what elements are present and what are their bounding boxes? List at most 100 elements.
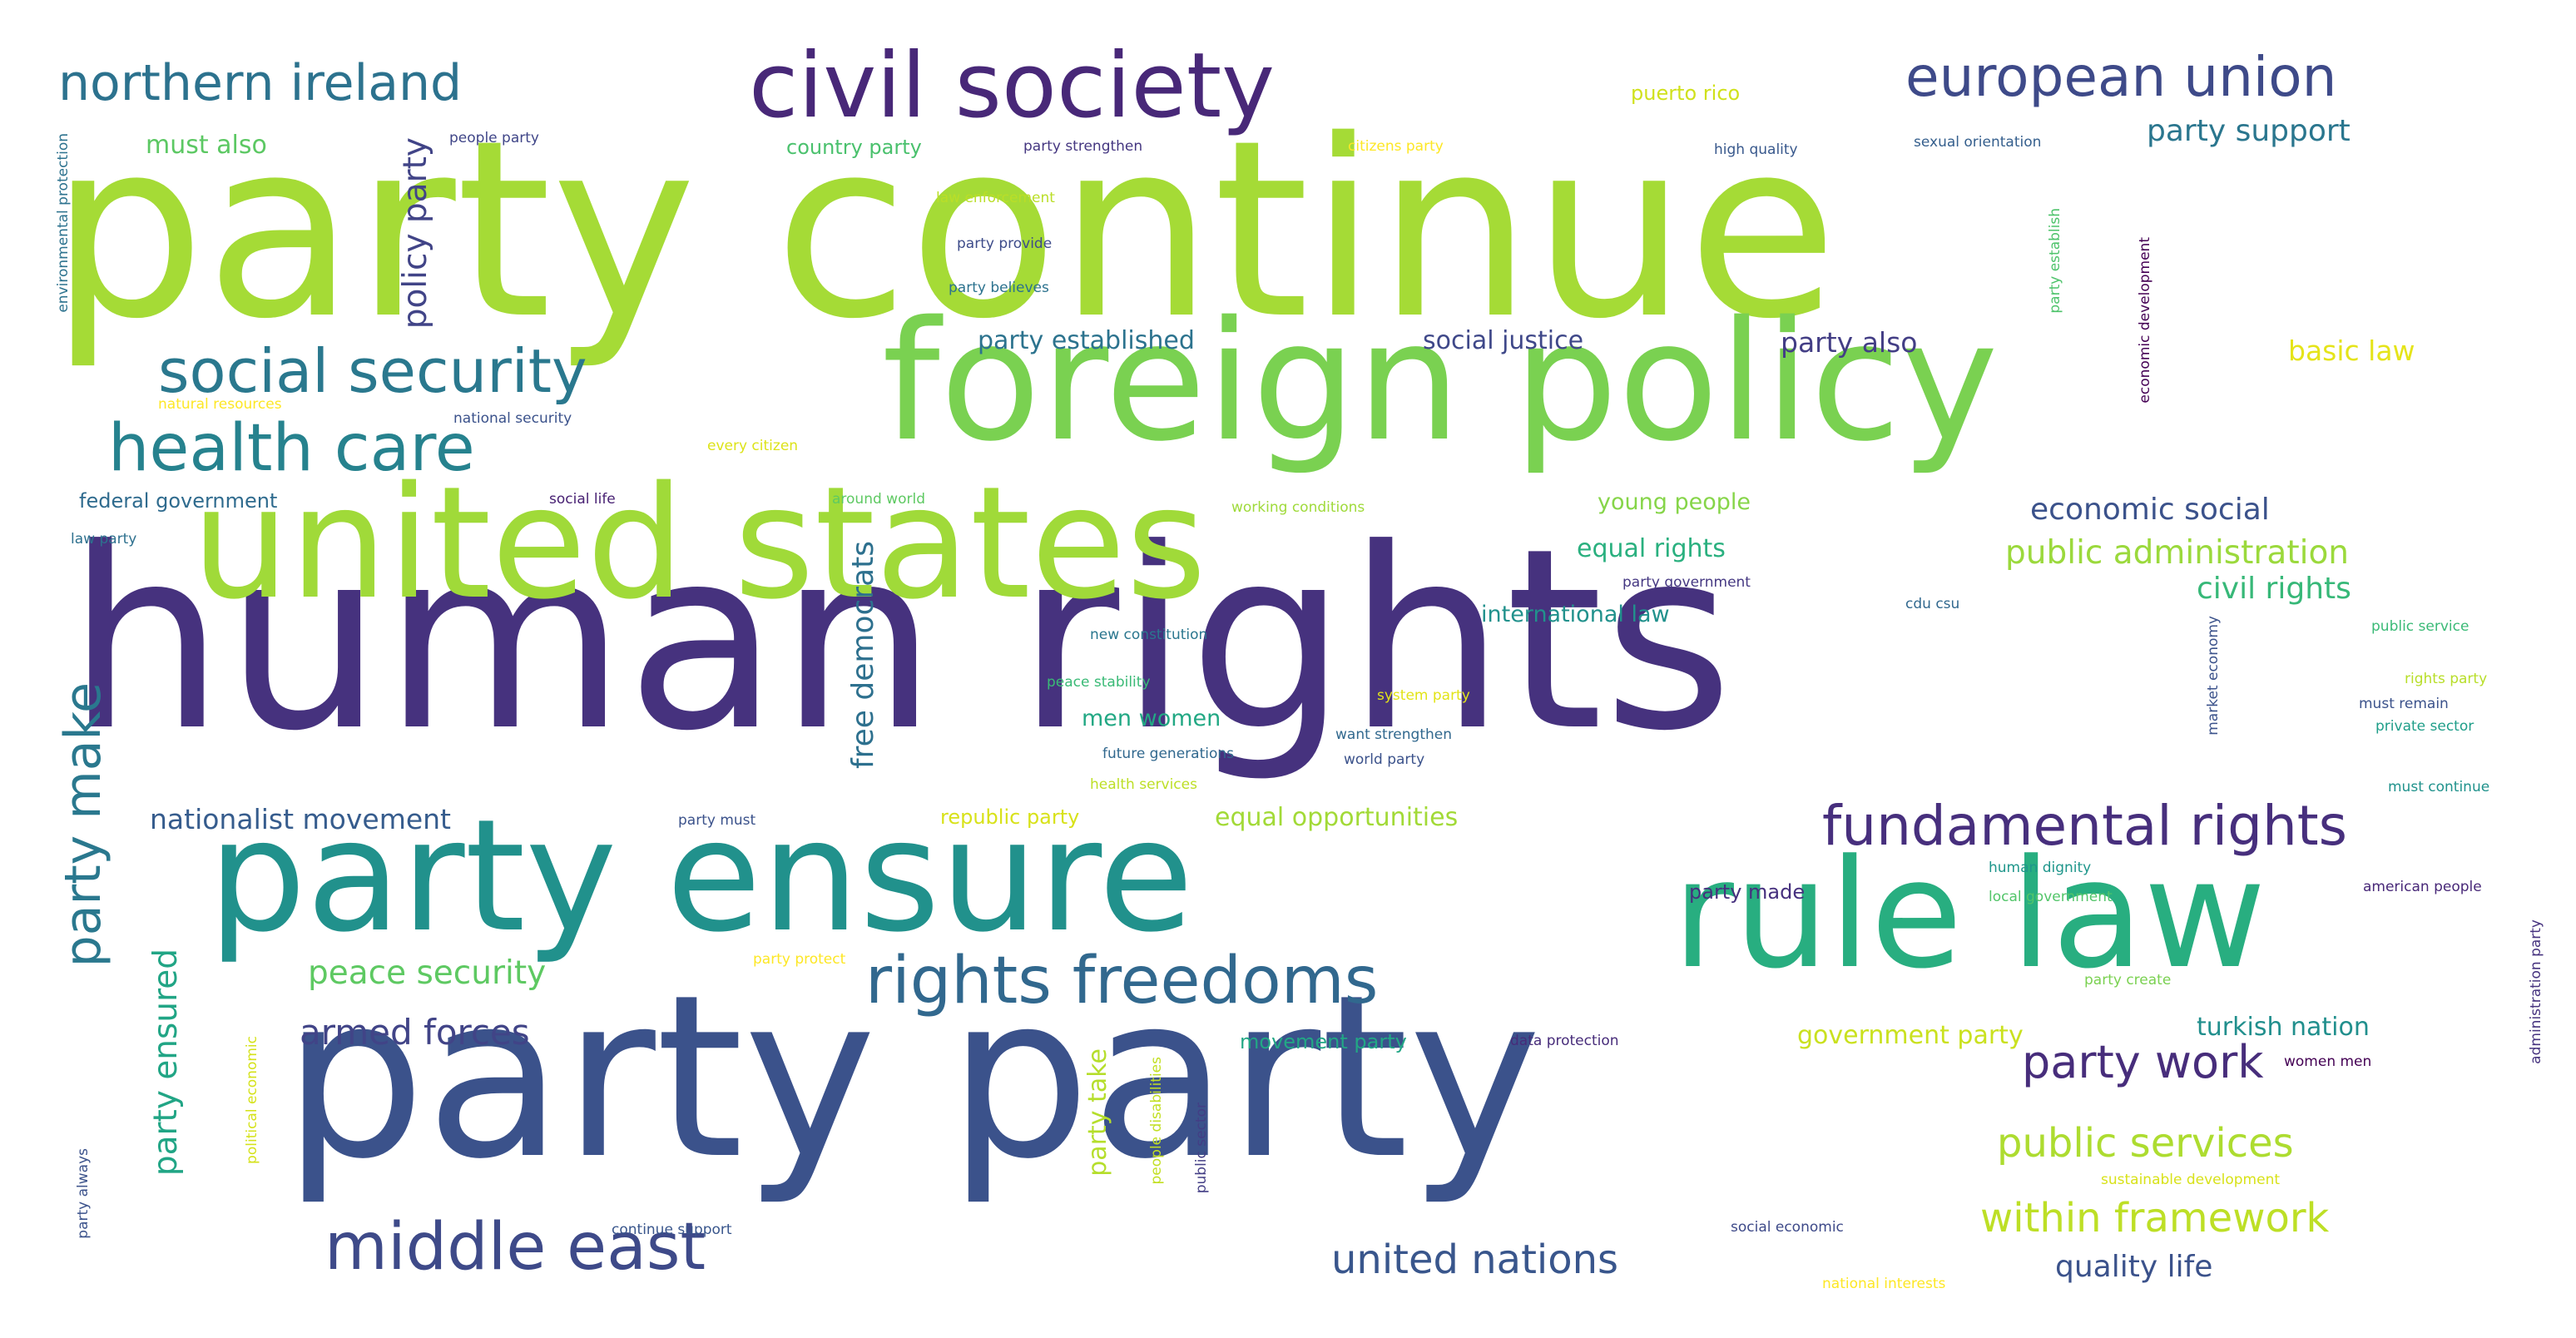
word: party ensured [147,949,185,1177]
word: must continue [2388,779,2490,795]
word: environmental protection [55,133,72,313]
word: party provide [957,235,1053,252]
word: sustainable development [2101,1172,2281,1188]
word: must remain [2359,696,2449,712]
word: party protect [753,951,846,968]
word: must also [146,131,267,160]
word: party established [978,326,1195,355]
word: every citizen [707,438,799,454]
word: movement party [1240,1030,1407,1053]
word: human rights [67,495,1734,785]
word: local government [1989,889,2113,905]
word: country party [786,136,922,159]
word: new constitution [1090,627,1208,643]
word: government party [1797,1021,2024,1050]
word: peace security [308,954,547,992]
word: party government [1622,574,1751,591]
word: party always [75,1148,92,1239]
word: party support [2147,114,2351,148]
word: party also [1781,326,1918,359]
word: public service [2371,618,2469,635]
word: civil society [749,34,1276,138]
word: party party [283,946,1542,1208]
word: party made [1689,880,1806,904]
word: fundamental rights [1822,794,2348,858]
word: data protection [1510,1033,1619,1049]
word: equal opportunities [1215,803,1459,832]
word: federal government [79,489,278,513]
word: health services [1090,776,1197,793]
word: national interests [1822,1276,1946,1292]
word: turkish nation [2197,1013,2370,1042]
word: party believes [949,280,1049,296]
word: women men [2284,1053,2372,1070]
word: northern ireland [58,54,463,112]
word: within framework [1980,1195,2330,1241]
word: party must [678,812,756,829]
word: people party [449,130,539,146]
word: peace stability [1047,674,1151,691]
word: public administration [2005,534,2350,572]
word: public services [1997,1120,2294,1167]
word: policy party [397,137,434,330]
word: around world [832,491,925,508]
word: free democrats [846,541,880,770]
word: party take [1083,1048,1112,1177]
word: want strengthen [1335,726,1453,743]
word: law enforcement [936,190,1055,206]
word: sexual orientation [1914,134,2042,151]
word: european union [1905,45,2337,109]
word: armed forces [300,1012,530,1053]
word: united nations [1331,1236,1619,1283]
word: economic social [2030,493,2270,527]
word: nationalist movement [150,803,452,835]
word: foreign policy [882,285,1999,478]
word: social economic [1731,1219,1844,1236]
word: men women [1082,706,1221,731]
word: public sector [1193,1103,1210,1194]
word: united states [191,453,1207,633]
word: social justice [1423,326,1584,355]
word: rights freedoms [865,944,1379,1018]
word: basic law [2288,334,2415,367]
word: republic party [940,805,1080,829]
word: system party [1377,687,1470,704]
word: market economy [2205,616,2222,736]
word: continue support [612,1222,732,1238]
word: economic development [2137,237,2153,404]
word: social life [549,491,616,508]
word: party ensure [208,785,1194,966]
word: working conditions [1231,499,1365,516]
word: puerto rico [1631,82,1741,105]
word: natural resources [158,396,282,413]
word: citizens party [1348,138,1444,155]
word: administration party [2528,919,2544,1064]
word: people disabilities [1148,1057,1165,1185]
word: health care [108,411,475,486]
word: party strengthen [1023,138,1143,155]
word: human dignity [1989,860,2092,876]
word: international law [1481,602,1670,627]
word: future generations [1102,746,1234,762]
word: american people [2363,879,2482,895]
word: world party [1344,751,1425,768]
word: party create [2084,972,2172,989]
word: quality life [2055,1250,2213,1284]
word: political economic [244,1036,260,1164]
word: national security [453,410,572,427]
word: young people [1598,489,1751,515]
word: cdu csu [1905,596,1960,612]
word: social security [158,336,587,406]
word: party continue [50,88,1838,373]
word: law party [71,531,137,548]
word: civil rights [2197,572,2351,606]
word: equal rights [1577,534,1726,563]
word: middle east [324,1210,706,1285]
word: party establish [2047,208,2063,314]
word: party make [54,682,112,968]
word: rule law [1672,828,2266,1002]
word: high quality [1714,141,1798,158]
word: private sector [2375,718,2474,735]
word: party work [2022,1036,2264,1088]
